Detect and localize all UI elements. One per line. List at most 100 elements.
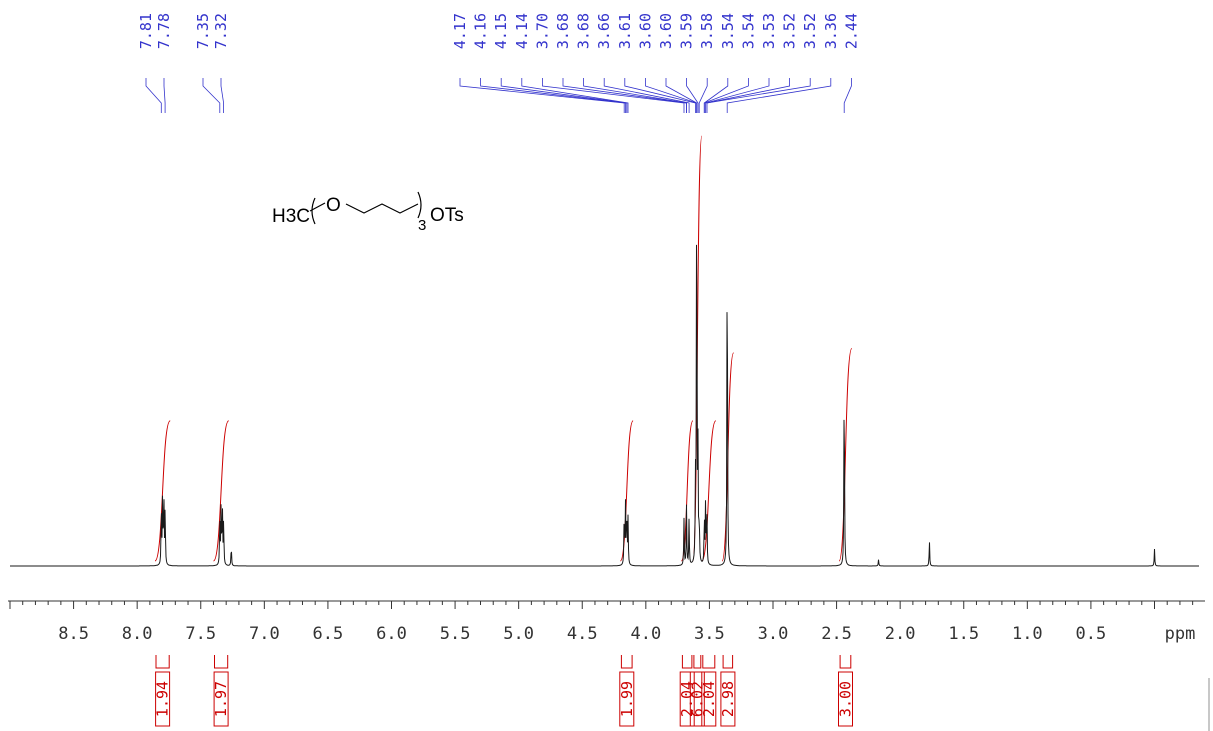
integral-value-box xyxy=(720,671,736,727)
integral-curve-6 xyxy=(701,420,717,562)
x-axis-unit: ppm xyxy=(1165,624,1196,644)
integral-curve-layer xyxy=(154,135,853,562)
integral-curve-1 xyxy=(154,420,171,562)
molecule-structure: H3C O 3 OTs xyxy=(272,191,464,234)
integral-value-box xyxy=(701,671,717,727)
structure-oxygen: O xyxy=(326,195,341,216)
peak-label-connector xyxy=(521,78,629,113)
peak-label-aliphatic: 3.70 xyxy=(533,13,551,49)
peak-label-aliphatic: 3.53 xyxy=(760,13,778,49)
peak-label-connector xyxy=(698,78,708,113)
x-tick-label: 5.0 xyxy=(503,624,534,644)
peak-label-aromatic: 7.81 xyxy=(137,13,155,49)
integral-value: 1.94 xyxy=(154,681,172,717)
peak-label-connector xyxy=(145,78,162,113)
x-tick-label: 5.5 xyxy=(440,624,471,644)
x-tick-label: 3.0 xyxy=(758,624,789,644)
peak-label-aliphatic: 4.15 xyxy=(492,13,510,49)
peak-label-connector xyxy=(665,78,698,113)
peak-label-connector xyxy=(459,78,625,113)
integral-bracket xyxy=(681,655,693,669)
integral-bracket xyxy=(214,655,229,669)
peak-label-connector xyxy=(726,78,832,113)
x-tick-label: 8.0 xyxy=(122,624,153,644)
integral-bracket xyxy=(702,655,716,669)
x-tick-label: 7.0 xyxy=(249,624,280,644)
x-tick-label: 8.5 xyxy=(58,624,89,644)
integral-value: 1.97 xyxy=(212,681,230,717)
integral-bracket xyxy=(839,655,852,669)
peak-label-aliphatic: 4.14 xyxy=(513,13,531,49)
integral-value-box xyxy=(155,671,171,727)
peak-label-aliphatic: 3.52 xyxy=(801,13,819,49)
peak-label-aliphatic: 2.44 xyxy=(842,13,860,49)
peak-label-aliphatic: 3.58 xyxy=(698,13,716,49)
x-tick-label: 1.0 xyxy=(1012,624,1043,644)
x-tick-label: 1.5 xyxy=(948,624,979,644)
peak-label-aliphatic: 3.66 xyxy=(595,13,613,49)
integral-value: 3.00 xyxy=(837,681,855,717)
peak-label-aliphatic: 4.16 xyxy=(472,13,490,49)
peak-label-aliphatic: 3.54 xyxy=(739,13,757,49)
peak-label-aliphatic: 3.61 xyxy=(616,13,634,49)
peak-label-aliphatic: 3.68 xyxy=(554,13,572,49)
peak-label-connector xyxy=(163,78,166,113)
integral-value-box xyxy=(838,671,853,727)
integral-label-layer: 1.94 1.97 1.99 2.046.022.04 2.98 3.00 xyxy=(154,655,855,727)
peak-label-aromatic: 7.78 xyxy=(155,13,173,49)
peak-label-connector xyxy=(686,78,699,113)
peak-label-aromatic: 7.32 xyxy=(212,13,230,49)
x-tick-label: 2.5 xyxy=(821,624,852,644)
peak-label-connector xyxy=(703,78,749,113)
peak-label-connector xyxy=(202,78,221,113)
integral-curve-3 xyxy=(619,420,634,562)
peak-label-connector xyxy=(480,78,626,113)
spectrum-trace xyxy=(10,244,1199,567)
structure-methyl: H3C xyxy=(272,206,310,227)
integral-bracket xyxy=(722,655,734,669)
peak-label-aliphatic: 3.54 xyxy=(719,13,737,49)
integral-value: 2.04 xyxy=(700,681,718,717)
peak-label-connector xyxy=(583,78,687,113)
structure-repeat-count: 3 xyxy=(418,217,426,234)
x-axis: 8.5 8.0 7.5 7.0 6.5 6.0 5.5 5.0 4.5 4.0 3.5 3.0 2.5 2… xyxy=(8,600,1205,644)
x-tick-label: 0.5 xyxy=(1076,624,1107,644)
x-tick-label: 6.5 xyxy=(313,624,344,644)
peak-label-connector xyxy=(843,78,852,113)
integral-bracket xyxy=(155,655,170,669)
peak-label-aliphatic: 3.36 xyxy=(822,13,840,49)
x-tick-label: 2.0 xyxy=(885,624,916,644)
peak-label-aliphatic: 3.59 xyxy=(678,13,696,49)
peak-label-aliphatic: 3.60 xyxy=(657,13,675,49)
x-tick-label: 7.5 xyxy=(185,624,216,644)
peak-label-aliphatic: 3.52 xyxy=(781,13,799,49)
integral-bracket xyxy=(620,655,633,669)
integral-curve-2 xyxy=(213,420,230,562)
integral-value: 2.98 xyxy=(719,681,737,717)
peak-label-layer: 7.81 7.78 7.35 7.32 4.17 4.16 4.15 4.14 3.70 3.68… xyxy=(137,13,860,113)
structure-tosylate: OTs xyxy=(430,205,464,226)
integral-value-box xyxy=(619,671,635,727)
peak-label-aromatic: 7.35 xyxy=(194,13,212,49)
integral-curve-8 xyxy=(838,348,853,562)
peak-label-connector xyxy=(603,78,690,113)
peak-label-aliphatic: 3.60 xyxy=(636,13,654,49)
peak-label-connector xyxy=(706,78,811,113)
peak-label-connector xyxy=(500,78,628,113)
peak-label-connector xyxy=(705,78,770,113)
peak-label-aliphatic: 4.17 xyxy=(451,13,469,49)
peak-label-connector xyxy=(220,78,225,113)
integral-value-box xyxy=(213,671,229,727)
x-tick-label: 4.5 xyxy=(567,624,598,644)
peak-label-aliphatic: 3.68 xyxy=(575,13,593,49)
peak-label-connector xyxy=(542,78,685,113)
integral-value: 2.04 xyxy=(678,681,696,717)
x-tick-label: 4.0 xyxy=(630,624,661,644)
x-tick-label: 3.5 xyxy=(694,624,725,644)
peak-label-connector xyxy=(624,78,696,113)
integral-value: 1.99 xyxy=(618,681,636,717)
integral-value-box xyxy=(689,671,705,727)
x-tick-label: 6.0 xyxy=(376,624,407,644)
integral-value-box xyxy=(679,671,695,727)
